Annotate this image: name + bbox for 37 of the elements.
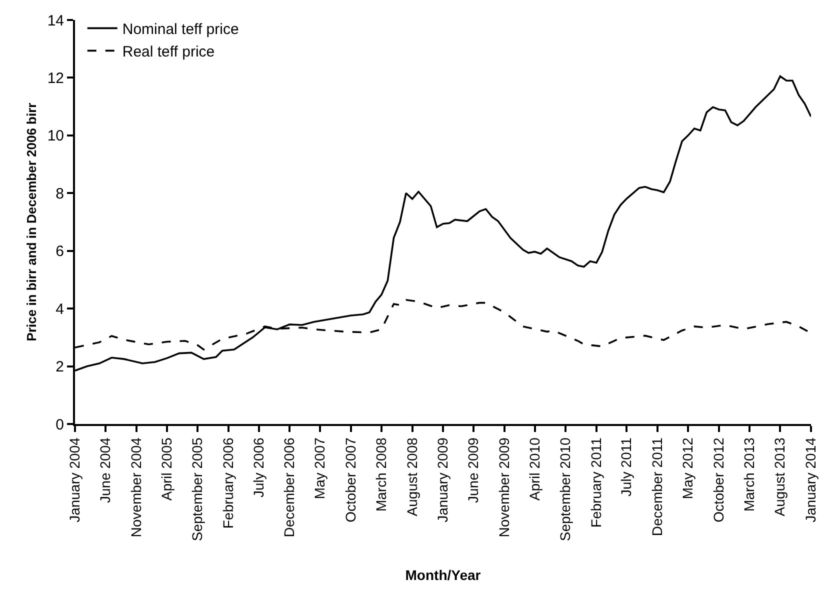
x-tick-label: June 2009 — [465, 437, 482, 504]
x-tick-label: July 2006 — [250, 437, 266, 498]
x-tick-label: March 2008 — [373, 437, 389, 512]
x-tick-label: February 2006 — [220, 437, 236, 529]
x-tick-label: April 2010 — [526, 437, 542, 501]
x-tick-label: January 2009 — [434, 437, 451, 522]
y-tick-label: 8 — [56, 185, 64, 202]
x-tick-label: January 2014 — [802, 437, 819, 522]
legend-label: Nominal teff price — [122, 21, 239, 38]
x-tick-label: April 2005 — [158, 437, 174, 501]
x-tick-label: September 2005 — [189, 437, 206, 542]
x-tick-label: August 2013 — [772, 437, 788, 516]
y-tick-label: 14 — [47, 12, 64, 30]
x-tick-label: December 2011 — [649, 437, 666, 536]
x-tick-label: December 2006 — [281, 437, 298, 538]
x-tick-label: October 2012 — [710, 437, 726, 522]
y-tick-label: 6 — [56, 243, 64, 260]
x-tick-label: September 2010 — [557, 437, 574, 542]
y-tick-label: 0 — [56, 416, 64, 434]
y-tick-label: 10 — [47, 128, 64, 145]
legend-label: Real teff price — [122, 44, 215, 61]
x-tick-label: January 2004 — [66, 437, 83, 522]
x-tick-label: July 2011 — [618, 437, 634, 497]
y-axis-title: Price in birr and in December 2006 birr — [24, 102, 39, 342]
x-tick-label: June 2004 — [97, 437, 114, 504]
x-tick-label: February 2011 — [588, 437, 604, 528]
x-tick-label: May 2007 — [312, 437, 328, 500]
x-tick-label: May 2012 — [680, 437, 696, 500]
y-tick-label: 4 — [56, 300, 64, 318]
x-tick-label: March 2013 — [740, 437, 757, 512]
x-tick-label: October 2007 — [342, 437, 358, 522]
x-tick-label: November 2004 — [128, 437, 144, 538]
x-tick-label: November 2009 — [496, 437, 512, 538]
y-tick-label: 2 — [56, 358, 64, 376]
y-tick-label: 12 — [47, 70, 64, 87]
x-tick-label: August 2008 — [404, 437, 420, 516]
x-axis-title: Month/Year — [405, 566, 482, 583]
